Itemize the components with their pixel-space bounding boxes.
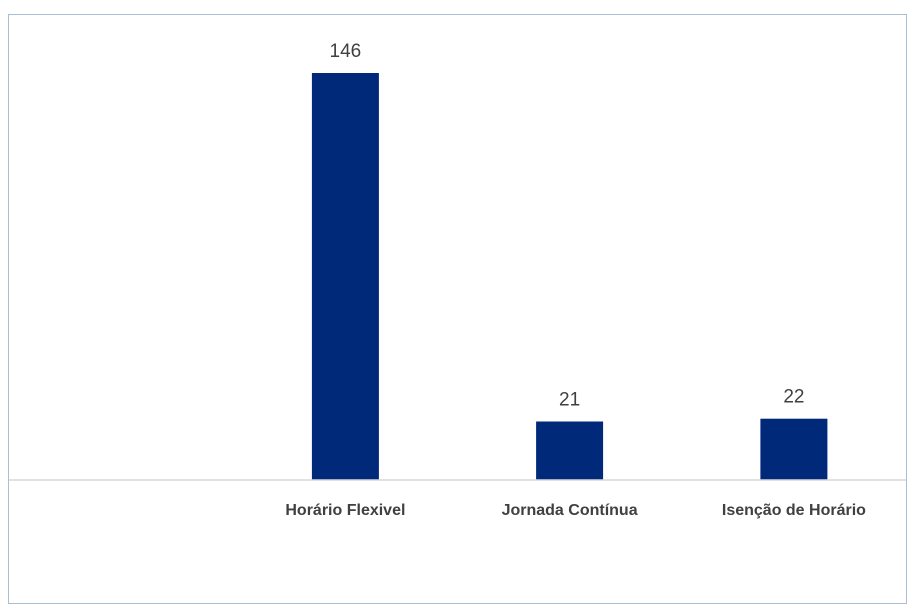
bars-group (311, 73, 828, 480)
bar-value-label-3: 22 (783, 387, 804, 408)
bar-1 (311, 73, 379, 480)
category-label-1: Horário Flexivel (285, 502, 405, 519)
data-labels-group: 146 21 22 (330, 41, 805, 411)
chart-frame (8, 14, 907, 604)
bar-2 (536, 421, 604, 480)
category-label-2: Jornada Contínua (502, 502, 638, 519)
category-label-3: Isenção de Horário (722, 502, 866, 519)
bar-3 (760, 418, 828, 480)
bar-value-label-2: 21 (559, 390, 580, 411)
category-labels-group: Horário Flexivel Jornada Contínua Isenção … (285, 502, 866, 519)
bar-value-label-1: 146 (330, 41, 362, 62)
